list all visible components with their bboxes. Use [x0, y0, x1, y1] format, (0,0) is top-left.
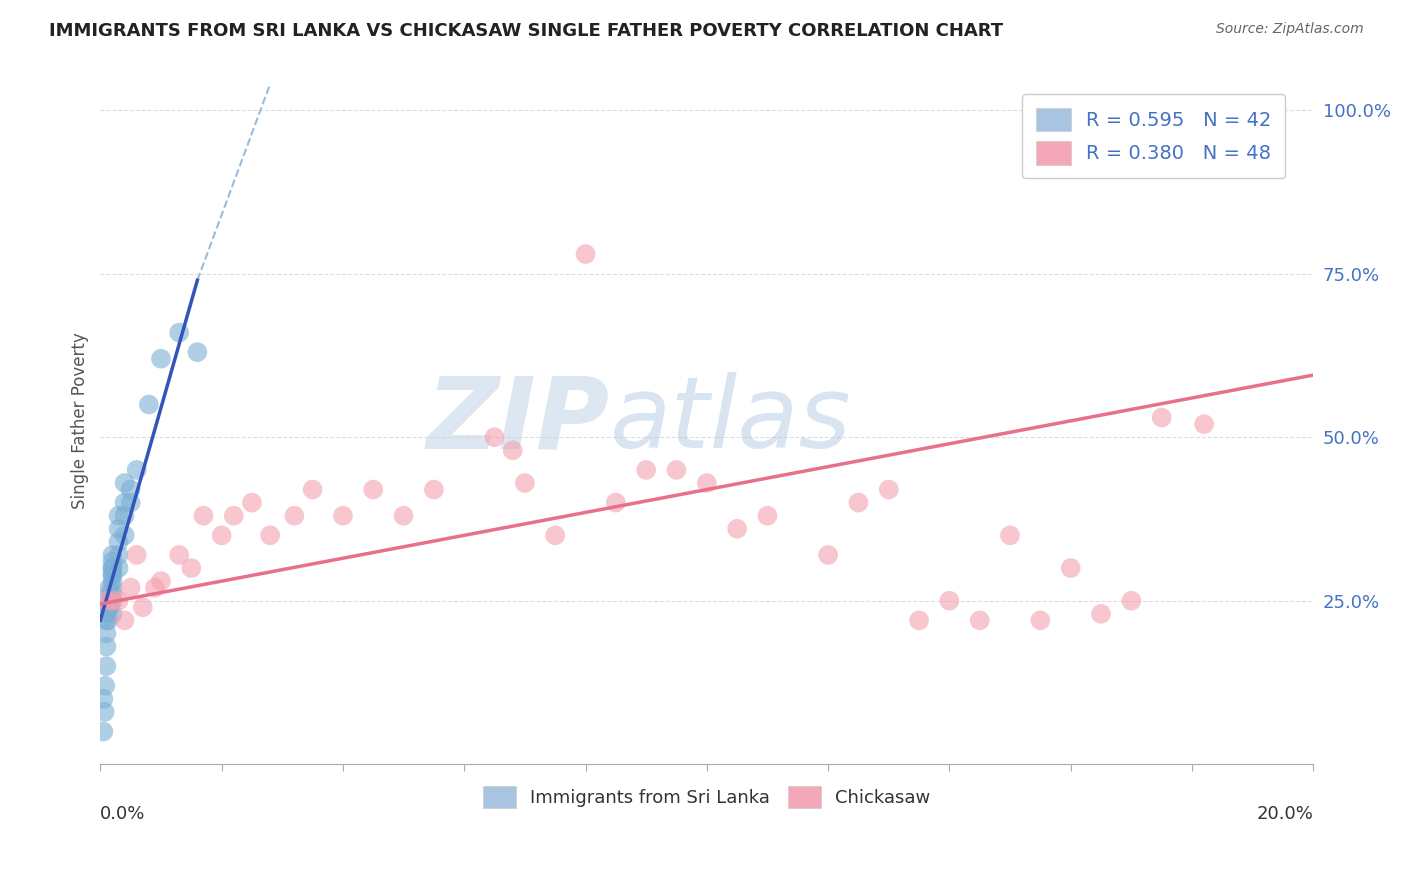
- Point: [107, 593, 129, 607]
- Point: [361, 483, 384, 497]
- Point: [114, 475, 136, 490]
- Point: [1254, 136, 1277, 150]
- Point: [969, 613, 991, 627]
- Point: [301, 483, 323, 497]
- Text: 20.0%: 20.0%: [1257, 805, 1313, 823]
- Point: [132, 600, 155, 615]
- Point: [167, 326, 190, 340]
- Point: [120, 495, 142, 509]
- Point: [98, 600, 121, 615]
- Point: [125, 463, 148, 477]
- Point: [1090, 607, 1112, 621]
- Point: [101, 593, 124, 607]
- Point: [125, 548, 148, 562]
- Point: [392, 508, 415, 523]
- Point: [120, 483, 142, 497]
- Point: [114, 495, 136, 509]
- Point: [94, 679, 117, 693]
- Point: [574, 247, 596, 261]
- Legend: Immigrants from Sri Lanka, Chickasaw: Immigrants from Sri Lanka, Chickasaw: [474, 777, 939, 817]
- Point: [877, 483, 900, 497]
- Point: [696, 475, 718, 490]
- Point: [150, 351, 173, 366]
- Point: [114, 508, 136, 523]
- Point: [283, 508, 305, 523]
- Point: [848, 495, 870, 509]
- Point: [513, 475, 536, 490]
- Point: [114, 528, 136, 542]
- Point: [96, 593, 118, 607]
- Point: [93, 724, 115, 739]
- Point: [93, 691, 115, 706]
- Point: [107, 548, 129, 562]
- Point: [98, 600, 121, 615]
- Point: [186, 345, 208, 359]
- Point: [93, 705, 115, 719]
- Point: [101, 567, 124, 582]
- Point: [101, 581, 124, 595]
- Point: [332, 508, 354, 523]
- Point: [259, 528, 281, 542]
- Point: [96, 659, 118, 673]
- Point: [107, 508, 129, 523]
- Point: [544, 528, 567, 542]
- Text: IMMIGRANTS FROM SRI LANKA VS CHICKASAW SINGLE FATHER POVERTY CORRELATION CHART: IMMIGRANTS FROM SRI LANKA VS CHICKASAW S…: [49, 22, 1004, 40]
- Point: [97, 613, 120, 627]
- Point: [107, 534, 129, 549]
- Point: [98, 587, 121, 601]
- Point: [423, 483, 446, 497]
- Point: [138, 397, 160, 411]
- Point: [502, 443, 524, 458]
- Point: [96, 613, 118, 627]
- Point: [1060, 561, 1083, 575]
- Point: [101, 561, 124, 575]
- Point: [101, 574, 124, 588]
- Point: [1029, 613, 1052, 627]
- Text: atlas: atlas: [610, 372, 852, 469]
- Point: [665, 463, 688, 477]
- Text: 0.0%: 0.0%: [100, 805, 146, 823]
- Point: [101, 607, 124, 621]
- Point: [98, 581, 121, 595]
- Point: [725, 522, 748, 536]
- Text: Source: ZipAtlas.com: Source: ZipAtlas.com: [1216, 22, 1364, 37]
- Point: [938, 593, 960, 607]
- Point: [114, 613, 136, 627]
- Point: [101, 593, 124, 607]
- Text: ZIP: ZIP: [427, 372, 610, 469]
- Point: [120, 581, 142, 595]
- Point: [998, 528, 1021, 542]
- Point: [101, 548, 124, 562]
- Point: [107, 522, 129, 536]
- Point: [1192, 417, 1215, 431]
- Point: [756, 508, 779, 523]
- Y-axis label: Single Father Poverty: Single Father Poverty: [72, 333, 89, 509]
- Point: [211, 528, 233, 542]
- Point: [101, 587, 124, 601]
- Point: [484, 430, 506, 444]
- Point: [636, 463, 658, 477]
- Point: [180, 561, 202, 575]
- Point: [222, 508, 245, 523]
- Point: [167, 548, 190, 562]
- Point: [605, 495, 627, 509]
- Point: [101, 554, 124, 568]
- Point: [150, 574, 173, 588]
- Point: [107, 561, 129, 575]
- Point: [1121, 593, 1143, 607]
- Point: [817, 548, 839, 562]
- Point: [101, 567, 124, 582]
- Point: [98, 593, 121, 607]
- Point: [96, 640, 118, 654]
- Point: [193, 508, 215, 523]
- Point: [240, 495, 263, 509]
- Point: [96, 626, 118, 640]
- Point: [908, 613, 931, 627]
- Point: [1150, 410, 1173, 425]
- Point: [1218, 103, 1240, 117]
- Point: [143, 581, 166, 595]
- Point: [101, 561, 124, 575]
- Point: [97, 607, 120, 621]
